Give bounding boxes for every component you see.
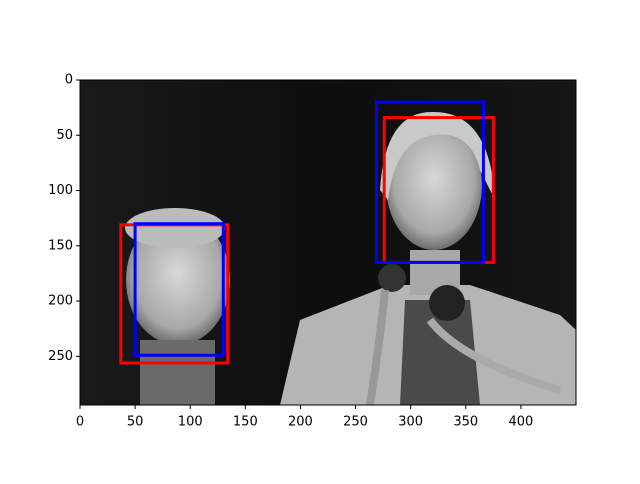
x-tick-label: 250 <box>343 415 368 430</box>
photo <box>80 80 576 405</box>
y-tick-label: 250 <box>48 349 73 364</box>
x-tick-label: 350 <box>453 415 478 430</box>
y-tick-label: 150 <box>48 238 73 253</box>
y-tick-label: 200 <box>48 294 73 309</box>
x-tick-label: 0 <box>76 415 84 430</box>
x-tick-label: 100 <box>178 415 203 430</box>
bounding-box <box>133 222 225 357</box>
x-tick-label: 150 <box>233 415 258 430</box>
x-tick-label: 50 <box>127 415 144 430</box>
y-tick-label: 100 <box>48 183 73 198</box>
bounding-box <box>374 100 485 264</box>
x-tick-label: 300 <box>398 415 423 430</box>
y-tick-label: 50 <box>56 128 73 143</box>
x-tick-label: 200 <box>288 415 313 430</box>
axes-frame <box>79 79 577 406</box>
x-tick-label: 400 <box>508 415 533 430</box>
y-tick-label: 0 <box>65 73 73 88</box>
